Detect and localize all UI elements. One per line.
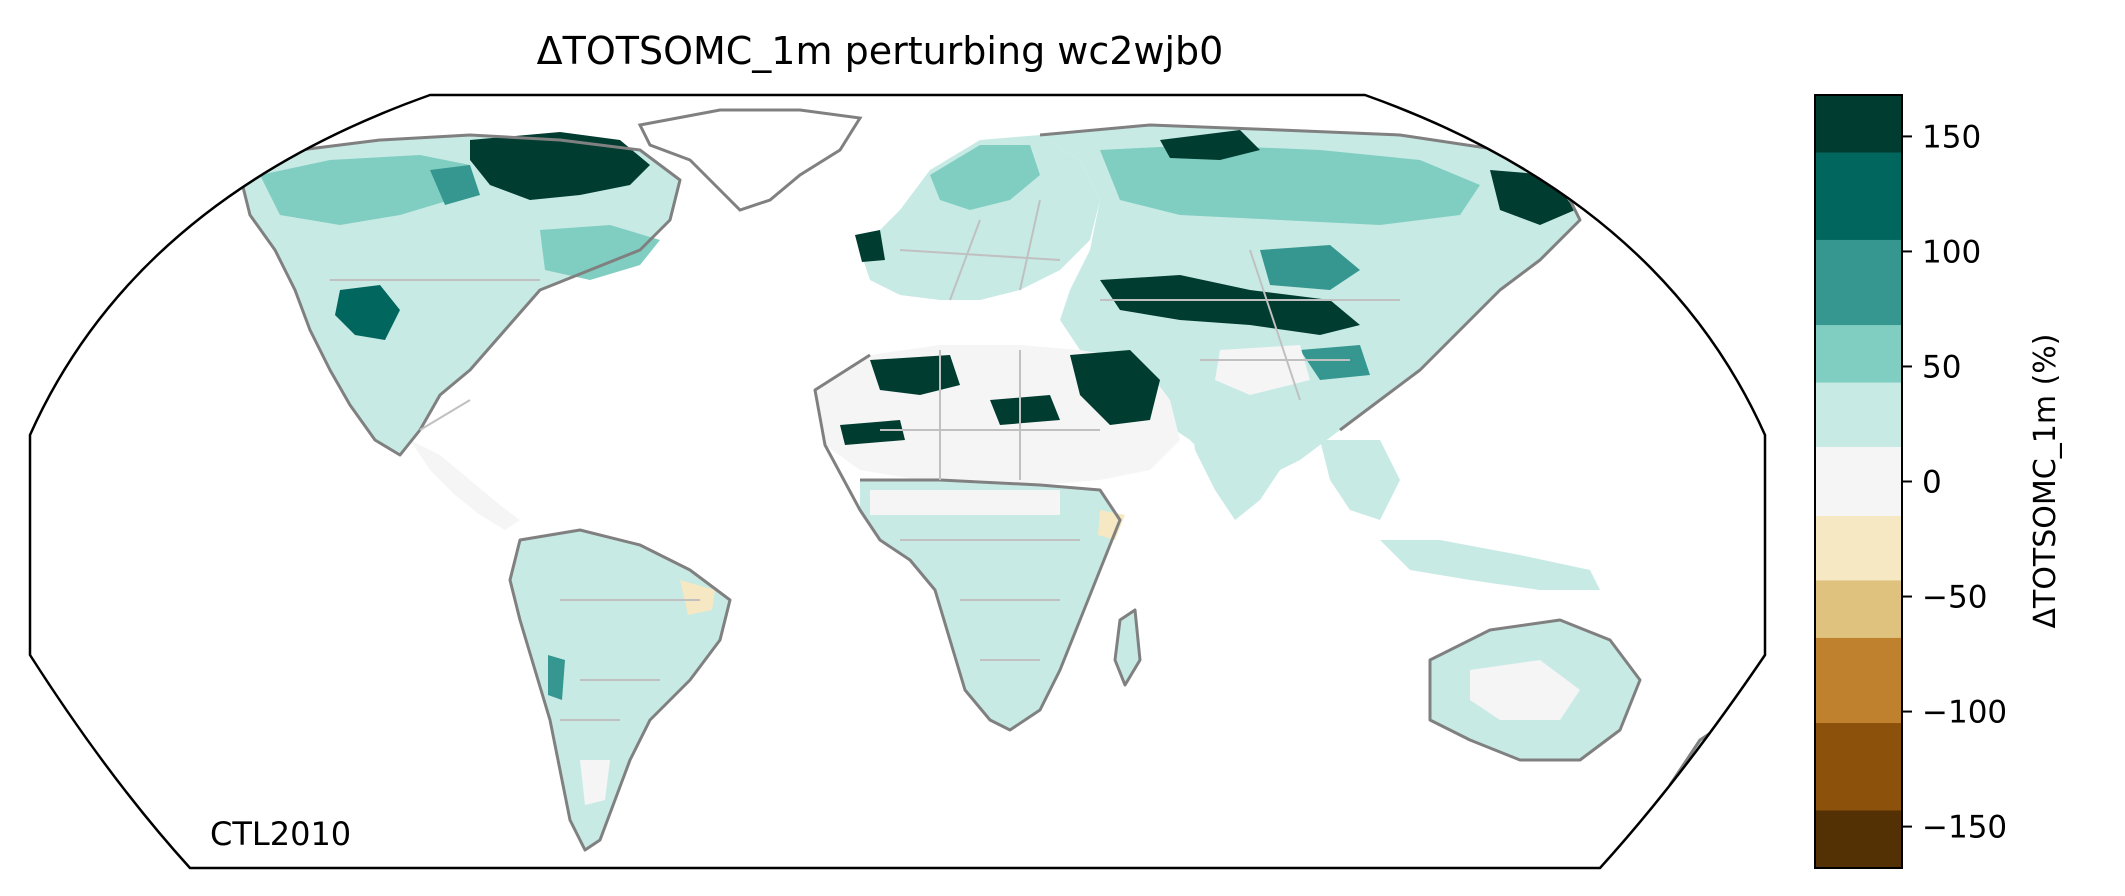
coastlines: [238, 123, 1722, 852]
colorbar-tick-label: 0: [1922, 465, 1942, 501]
sahel-light: [870, 490, 1060, 515]
map-area: [238, 108, 1722, 852]
sahara-high-1: [870, 355, 960, 395]
central-asia-high: [1100, 275, 1360, 335]
colorbar: 150 100 50 0 −50 −100 −150 ΔTOTSOMC_1m (%): [1814, 94, 2063, 869]
new-zealand-land: [1670, 730, 1720, 790]
arctic-high: [1160, 130, 1260, 160]
colorbar-bin-10: [1815, 810, 1902, 869]
central-america-land: [410, 440, 520, 530]
north-canada-high: [470, 132, 650, 200]
map-title: ΔTOTSOMC_1m perturbing wc2wjb0: [537, 29, 1224, 73]
colorbar-bin-4: [1815, 382, 1902, 448]
madagascar-land: [1115, 610, 1140, 685]
colorbar-bin-6: [1815, 516, 1902, 581]
andes-patch: [548, 655, 565, 700]
country-borders: [330, 199, 1400, 721]
india-land: [1190, 405, 1290, 520]
indonesia-land: [1380, 540, 1600, 590]
scandinavia-teal: [930, 145, 1040, 210]
colorbar-bin-2: [1815, 239, 1902, 326]
canada-teal-band-2: [430, 165, 480, 205]
greenland-land: [637, 108, 863, 212]
brazil-ne-dry: [680, 580, 715, 615]
run-label: CTL2010: [210, 815, 351, 853]
siberia-teal: [1100, 145, 1480, 225]
globe-outline: [28, 93, 1767, 870]
colorbar-bin-0: [1815, 95, 1902, 154]
australia-interior: [1470, 660, 1580, 720]
land-cells: [240, 108, 1720, 850]
colorbar-bin-8: [1815, 637, 1902, 724]
colorbar-tick-label: 100: [1922, 234, 1981, 270]
uk-high: [855, 230, 885, 262]
colorbar-bin-7: [1815, 580, 1902, 639]
colorbar-bin-3: [1815, 325, 1902, 384]
colorbar-tick-label: 50: [1922, 349, 1961, 385]
patagonia-patch: [580, 760, 610, 805]
sahara-high-3: [1070, 350, 1160, 425]
colorbar-bin-9: [1815, 723, 1902, 811]
colorbar-tick-label: −150: [1922, 810, 2007, 846]
central-asia-teal: [1260, 245, 1360, 290]
colorbar-ticks: 150 100 50 0 −50 −100 −150: [1902, 119, 2007, 846]
colorbar-tick-label: −100: [1922, 695, 2007, 731]
china-teal: [1300, 345, 1370, 380]
horn-africa-dry: [1098, 510, 1125, 540]
colorbar-tick-label: −50: [1922, 580, 1987, 616]
colorbar-bin-5: [1815, 446, 1902, 517]
us-west-high: [335, 285, 400, 340]
south-america-land: [510, 530, 730, 850]
sahara-high-4: [840, 420, 905, 445]
central-africa-land: [860, 480, 1120, 730]
se-asia-land: [1320, 440, 1400, 520]
colorbar-label: ΔTOTSOMC_1m (%): [2028, 333, 2063, 628]
canada-mid-teal: [540, 225, 660, 280]
colorbar-bin-1: [1815, 152, 1902, 241]
colorbar-bins: [1815, 95, 1902, 869]
canada-teal-band: [260, 155, 470, 225]
colorbar-tick-label: 150: [1922, 119, 1981, 155]
sahara-high-2: [990, 395, 1060, 425]
